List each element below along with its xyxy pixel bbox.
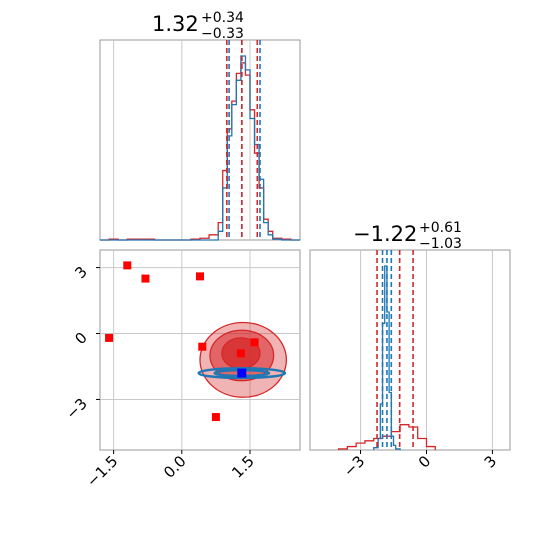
panel-top-left [99, 39, 301, 241]
title-main: −1.22 [353, 222, 417, 246]
tick-labels: −3 0 3 [340, 450, 500, 480]
histogram-blue [100, 55, 300, 241]
title-sup: +0.61 [419, 220, 462, 236]
y-tick-label: 0 [71, 329, 90, 348]
title-bottom-right: −1.22 +0.61 −1.03 [353, 220, 462, 252]
x-tick-label: −1.5 [83, 452, 121, 490]
panel-frame [309, 249, 511, 451]
marker-red [196, 272, 204, 281]
grid [100, 250, 300, 450]
quantile-lines [226, 40, 261, 240]
x-tick-label: 0.0 [160, 452, 190, 482]
marker-red [141, 274, 150, 283]
panel-frame [99, 39, 301, 241]
title-top-left: 1.32 +0.34 −0.33 [152, 10, 244, 42]
y-tick-label: 3 [71, 263, 90, 282]
contours [197, 321, 288, 398]
histogram-blue [373, 265, 401, 450]
contour-blue [197, 367, 287, 380]
x-tick-label: 1.5 [228, 452, 258, 482]
marker-red [250, 338, 259, 347]
title-sub: −0.33 [201, 26, 244, 42]
panel-bottom-right: −3 0 3 [309, 249, 511, 480]
markers [105, 261, 259, 422]
quantile-lines [376, 250, 414, 450]
marker-red [211, 413, 220, 422]
x-tick-label: 0 [415, 452, 434, 471]
title-main: 1.32 [152, 12, 199, 36]
grid [360, 250, 493, 450]
title-sub: −1.03 [419, 236, 462, 252]
marker-red [123, 261, 132, 270]
y-tick-label: −3 [62, 395, 90, 423]
x-tick-label: −3 [340, 452, 368, 480]
title-sup: +0.34 [201, 10, 244, 26]
marker-red [105, 333, 114, 342]
x-tick-label: 3 [481, 452, 500, 471]
marker-blue [237, 368, 247, 378]
panel-bottom-left: −1.5 0.0 1.5 3 0 −3 [62, 249, 301, 491]
marker-red [198, 342, 207, 351]
marker-red [236, 349, 245, 358]
